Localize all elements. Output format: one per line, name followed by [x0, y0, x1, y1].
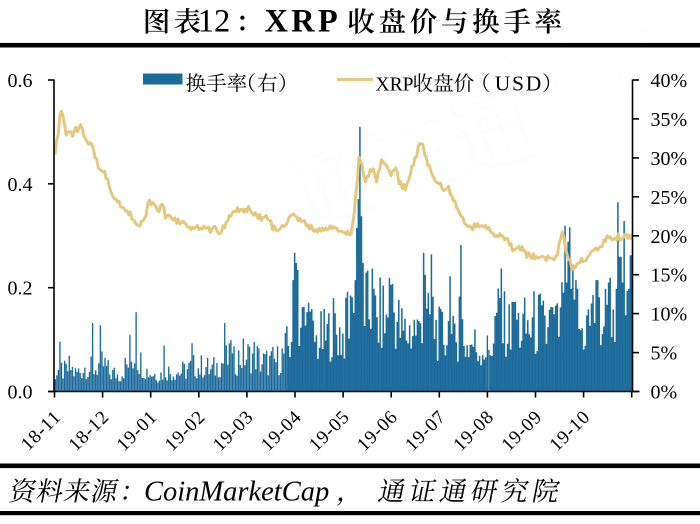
svg-text:10%: 10% — [651, 304, 688, 326]
svg-text:5%: 5% — [651, 343, 678, 365]
svg-text:12: 12 — [198, 3, 231, 39]
svg-text:35%: 35% — [651, 109, 688, 131]
svg-text:0.0: 0.0 — [8, 382, 33, 404]
svg-text:USD: USD — [495, 72, 543, 96]
svg-text:19-04: 19-04 — [257, 406, 306, 455]
svg-text:25%: 25% — [651, 187, 688, 209]
svg-text:XRP: XRP — [265, 3, 341, 39]
svg-text:19-07: 19-07 — [401, 406, 450, 455]
svg-text:20%: 20% — [651, 226, 688, 248]
svg-text:CoinMarketCap: CoinMarketCap — [144, 477, 329, 508]
svg-text:19-03: 19-03 — [209, 406, 258, 455]
svg-text:0.4: 0.4 — [8, 174, 33, 196]
svg-text:18-11: 18-11 — [17, 406, 66, 455]
svg-text:0.6: 0.6 — [8, 70, 33, 92]
svg-text:19-06: 19-06 — [353, 406, 402, 455]
svg-text:40%: 40% — [651, 70, 688, 92]
svg-text:19-10: 19-10 — [546, 406, 595, 455]
svg-text:0.2: 0.2 — [8, 278, 33, 300]
svg-text:19-09: 19-09 — [498, 406, 547, 455]
svg-text:19-08: 19-08 — [449, 406, 498, 455]
svg-text:15%: 15% — [651, 265, 688, 287]
svg-text:19-05: 19-05 — [305, 406, 354, 455]
svg-text:18-12: 18-12 — [65, 406, 114, 455]
svg-text:19-02: 19-02 — [161, 406, 210, 455]
svg-text:19-01: 19-01 — [113, 406, 162, 455]
svg-text:XRP: XRP — [376, 75, 414, 96]
svg-text:30%: 30% — [651, 148, 688, 170]
svg-text:0%: 0% — [651, 382, 678, 404]
